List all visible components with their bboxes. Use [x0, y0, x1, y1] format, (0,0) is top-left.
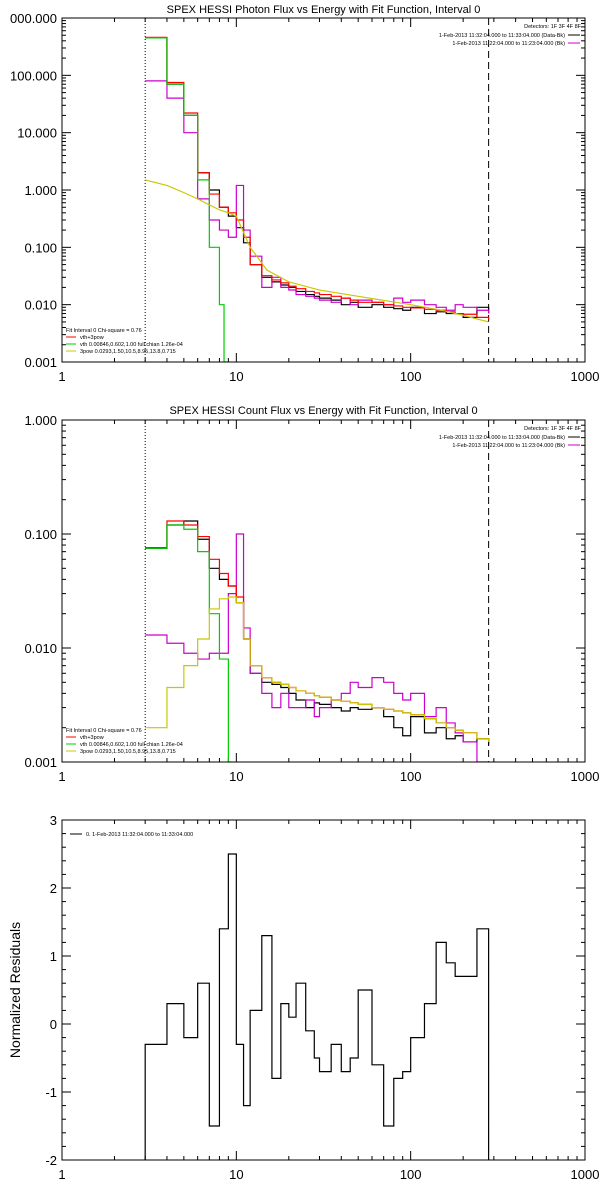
- data-series-line-5: [145, 596, 490, 742]
- x-tick-label: 1000: [571, 769, 600, 784]
- y-tick-label: 1.000: [24, 183, 57, 198]
- legend-entry-label: vth 0.00846,0.602,1.00 full chian 1.26e-…: [80, 342, 183, 348]
- data-series-line-1: [144, 853, 490, 1160]
- series-group: [144, 853, 490, 1160]
- legend-header: Fit Interval 0 Chi-square = 0.76: [66, 328, 142, 334]
- x-tick-label: 10: [229, 1167, 243, 1182]
- x-tick-label: 10: [229, 369, 243, 384]
- legend-header: Detectors: 1F 3F 4F 8F: [524, 426, 581, 432]
- x-tick-label: 100: [400, 769, 422, 784]
- plot-frame: [61, 17, 586, 363]
- chart-panel-1: SPEX HESSI Photon Flux vs Energy with Fi…: [10, 4, 599, 384]
- y-tick-label: 0.010: [24, 298, 57, 313]
- y-axis-label: Normalized Residuals: [7, 922, 23, 1058]
- chart-title: SPEX HESSI Photon Flux vs Energy with Fi…: [167, 4, 481, 16]
- plot-frame: [61, 419, 586, 763]
- y-tick-label: 0.001: [24, 355, 57, 370]
- x-tick-label: 1000: [571, 369, 600, 384]
- y-tick-label: 2: [50, 881, 57, 896]
- x-tick-label: 10: [229, 769, 243, 784]
- legend-entry-label: 1-Feb-2013 11:32:04.000 to 11:33:04.000 …: [439, 435, 565, 441]
- legend-entry-label: 1-Feb-2013 11:22:04.000 to 11:23:04.000 …: [452, 443, 565, 449]
- y-tick-label: 0.100: [24, 527, 57, 542]
- y-tick-label: 0: [50, 1017, 57, 1032]
- y-tick-label: 10.000: [17, 126, 57, 141]
- y-tick-label: 100.000: [10, 68, 57, 83]
- data-series-line-2: [145, 533, 489, 762]
- x-tick-label: 1: [58, 369, 65, 384]
- chart-panel-3: 1 10 100 1000 -2 -1 0 1 2 3 Normalized Residuals 0.…: [7, 813, 599, 1182]
- legend-entry-label: 3pow 0.0293,1.50,10.5,8.95,13.8,0.715: [80, 749, 176, 755]
- legend-entry-label: vth 0.00846,0.602,1.00 full chian 1.26e-…: [80, 742, 183, 748]
- y-tick-label: -2: [45, 1153, 57, 1168]
- legend-entry-label: vth+3pow: [80, 735, 104, 741]
- chart-title: SPEX HESSI Count Flux vs Energy with Fit…: [169, 405, 477, 417]
- legend-entry-label: vth+3pow: [80, 335, 104, 341]
- x-tick-label: 100: [400, 1167, 422, 1182]
- data-series-line-5: [145, 179, 489, 323]
- series-group: [145, 36, 490, 362]
- legend-entry-label: 1-Feb-2013 11:32:04.000 to 11:33:04.000 …: [439, 33, 565, 39]
- legend-entry-label: 0. 1-Feb-2013 11:32:04.000 to 11:33:04.0…: [86, 832, 193, 838]
- data-series-line-2: [145, 80, 490, 314]
- y-tick-label: 0.010: [24, 641, 57, 656]
- x-tick-label: 1: [58, 769, 65, 784]
- legend-entry-label: 1-Feb-2013 11:22:04.000 to 11:23:04.000 …: [452, 41, 565, 47]
- y-tick-label: 0.100: [24, 240, 57, 255]
- legend-header: Detectors: 1F 3F 4F 8F: [524, 24, 581, 30]
- plot-frame: [61, 819, 586, 1161]
- data-series-line-4: [145, 37, 229, 362]
- x-tick-label: 1: [58, 1167, 65, 1182]
- y-tick-label: 1.000: [24, 413, 57, 428]
- series-group: [145, 520, 490, 762]
- x-tick-label: 1000: [571, 1167, 600, 1182]
- y-tick-label: 000.000: [10, 11, 57, 26]
- y-tick-label: 0.001: [24, 755, 57, 770]
- y-tick-label: 1: [50, 949, 57, 964]
- data-series-line-4: [145, 524, 233, 762]
- x-tick-label: 100: [400, 369, 422, 384]
- chart-panel-2: SPEX HESSI Count Flux vs Energy with Fit…: [24, 405, 599, 784]
- legend-header: Fit Interval 0 Chi-square = 0.76: [66, 728, 142, 734]
- y-tick-label: 3: [50, 813, 57, 828]
- legend-entry-label: 3pow 0.0293,1.50,10.5,8.95,13.8,0.715: [80, 349, 176, 355]
- y-tick-label: -1: [45, 1085, 57, 1100]
